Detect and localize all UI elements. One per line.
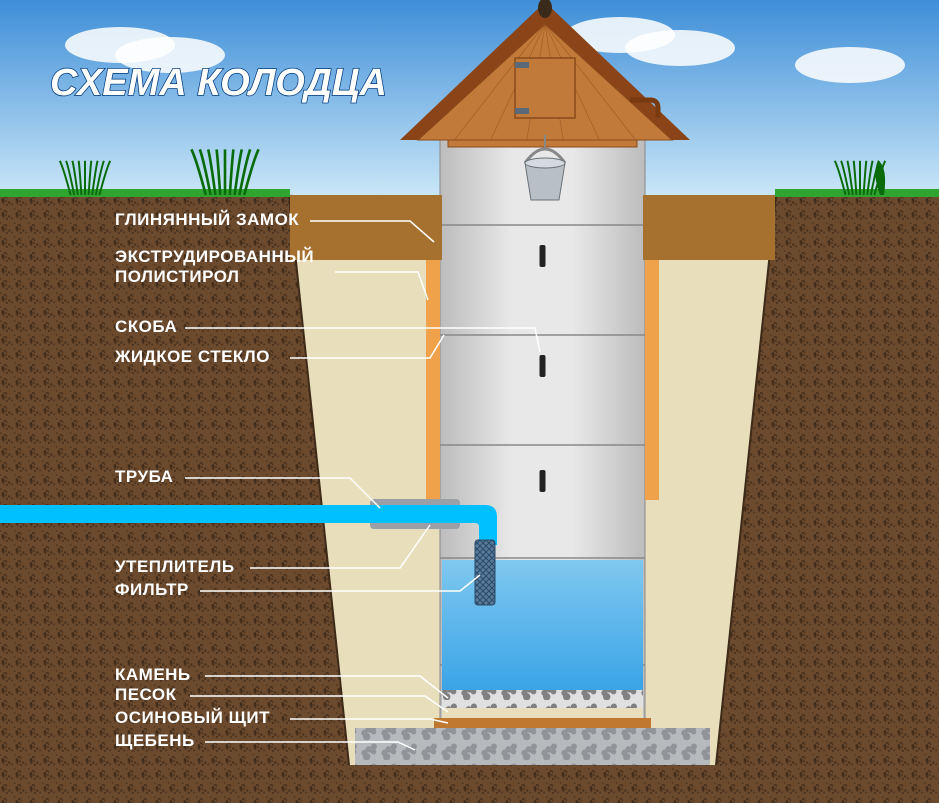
svg-text:ОСИНОВЫЙ ЩИТ: ОСИНОВЫЙ ЩИТ (115, 708, 270, 727)
clay-lock-right (643, 195, 775, 260)
filter (475, 540, 495, 605)
svg-text:ГЛИНЯННЫЙ ЗАМОК: ГЛИНЯННЫЙ ЗАМОК (115, 210, 299, 229)
svg-text:ФИЛЬТР: ФИЛЬТР (115, 580, 189, 599)
diagram-title: СХЕМА КОЛОДЦА (50, 62, 387, 104)
stone-layer (442, 690, 643, 708)
staple (540, 355, 546, 377)
svg-text:ПОЛИСТИРОЛ: ПОЛИСТИРОЛ (115, 267, 239, 286)
svg-text:КАМЕНЬ: КАМЕНЬ (115, 665, 191, 684)
polystyrene-left (426, 260, 440, 500)
aspen-shield (434, 718, 651, 728)
svg-text:ЩЕБЕНЬ: ЩЕБЕНЬ (115, 731, 195, 750)
svg-text:ПЕСОК: ПЕСОК (115, 685, 177, 704)
water (442, 560, 643, 690)
staple (540, 470, 546, 492)
staple (540, 245, 546, 267)
svg-text:ЖИДКОЕ СТЕКЛО: ЖИДКОЕ СТЕКЛО (114, 347, 270, 366)
svg-text:ЭКСТРУДИРОВАННЫЙ: ЭКСТРУДИРОВАННЫЙ (115, 247, 314, 266)
polystyrene-right (645, 260, 659, 500)
svg-text:СКОБА: СКОБА (115, 317, 177, 336)
sand-layer (442, 708, 643, 718)
well-diagram: СХЕМА КОЛОДЦА ГЛИНЯННЫЙ ЗАМОК ЭКСТРУДИРОВА… (0, 0, 939, 803)
svg-text:УТЕПЛИТЕЛЬ: УТЕПЛИТЕЛЬ (115, 557, 235, 576)
svg-text:ТРУБА: ТРУБА (115, 467, 173, 486)
